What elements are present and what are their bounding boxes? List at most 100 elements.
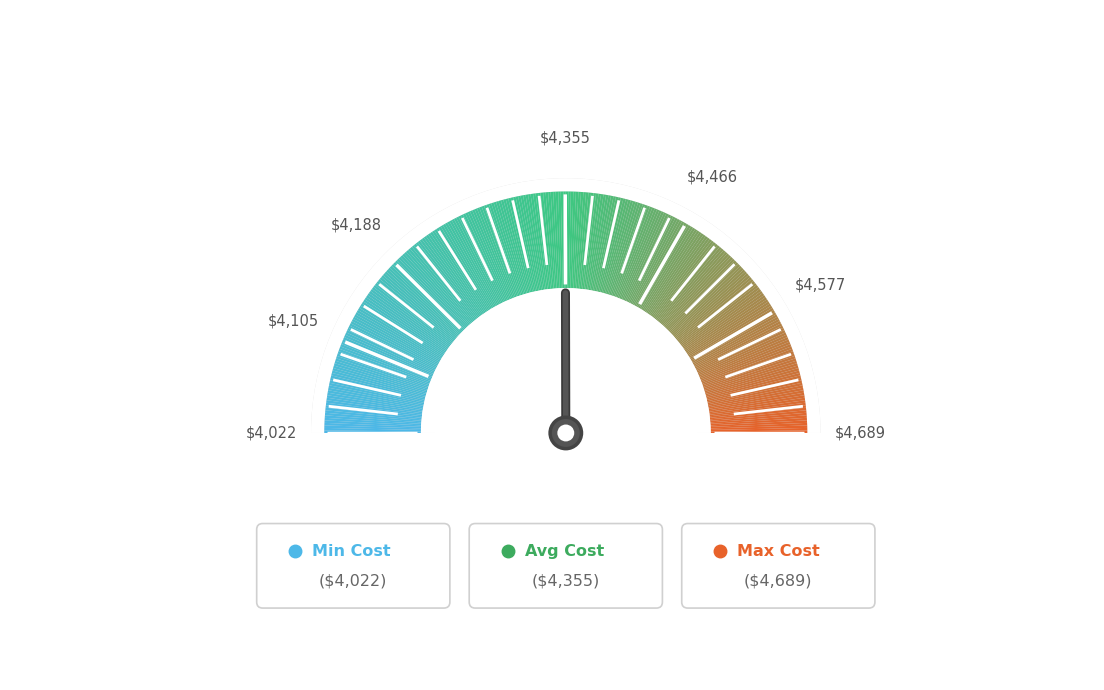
Wedge shape <box>559 192 563 288</box>
Wedge shape <box>658 247 722 322</box>
Wedge shape <box>575 192 584 288</box>
Wedge shape <box>698 333 786 374</box>
Wedge shape <box>667 260 736 331</box>
Wedge shape <box>326 411 422 421</box>
Wedge shape <box>460 215 505 302</box>
Wedge shape <box>709 395 805 412</box>
Wedge shape <box>528 194 544 290</box>
Wedge shape <box>646 232 701 313</box>
Wedge shape <box>590 195 608 290</box>
Wedge shape <box>640 226 693 310</box>
Wedge shape <box>710 405 806 418</box>
Wedge shape <box>601 199 626 293</box>
FancyBboxPatch shape <box>681 524 874 608</box>
Wedge shape <box>447 221 496 307</box>
Wedge shape <box>531 194 546 290</box>
Wedge shape <box>690 308 774 359</box>
Wedge shape <box>404 252 470 325</box>
Wedge shape <box>710 415 807 424</box>
Text: ($4,355): ($4,355) <box>532 574 599 589</box>
Text: $4,188: $4,188 <box>331 218 382 233</box>
Wedge shape <box>711 426 807 430</box>
Wedge shape <box>518 196 539 291</box>
Text: ($4,689): ($4,689) <box>744 574 813 589</box>
Wedge shape <box>587 194 604 290</box>
Wedge shape <box>456 217 501 304</box>
Wedge shape <box>615 206 650 297</box>
Wedge shape <box>449 220 497 306</box>
Wedge shape <box>683 291 763 349</box>
Wedge shape <box>691 312 776 362</box>
Wedge shape <box>414 244 476 320</box>
Wedge shape <box>581 193 594 289</box>
Wedge shape <box>337 353 429 387</box>
Wedge shape <box>501 199 529 293</box>
Wedge shape <box>585 194 601 290</box>
Wedge shape <box>395 260 465 331</box>
Wedge shape <box>630 217 676 304</box>
Wedge shape <box>375 283 453 344</box>
Wedge shape <box>342 339 433 378</box>
Wedge shape <box>571 192 576 288</box>
Wedge shape <box>580 193 591 289</box>
Wedge shape <box>362 302 444 355</box>
Wedge shape <box>704 363 798 393</box>
Wedge shape <box>672 270 745 336</box>
Wedge shape <box>325 420 421 427</box>
Wedge shape <box>614 205 648 297</box>
Wedge shape <box>701 344 792 381</box>
Wedge shape <box>477 208 513 298</box>
Wedge shape <box>705 366 798 394</box>
Wedge shape <box>662 253 730 326</box>
Wedge shape <box>351 321 437 367</box>
Wedge shape <box>399 257 467 328</box>
Wedge shape <box>707 373 800 398</box>
Wedge shape <box>325 418 422 426</box>
Wedge shape <box>694 324 782 368</box>
Wedge shape <box>349 326 436 370</box>
Wedge shape <box>705 368 799 395</box>
Wedge shape <box>645 230 700 313</box>
Wedge shape <box>341 342 432 380</box>
Wedge shape <box>412 245 475 322</box>
Wedge shape <box>680 285 758 346</box>
Wedge shape <box>468 211 508 301</box>
Wedge shape <box>332 371 426 397</box>
Text: $4,105: $4,105 <box>268 313 319 328</box>
Wedge shape <box>703 356 796 388</box>
Wedge shape <box>327 393 423 411</box>
Wedge shape <box>390 266 461 334</box>
Wedge shape <box>697 330 785 373</box>
Wedge shape <box>333 366 426 394</box>
Wedge shape <box>696 326 783 370</box>
Wedge shape <box>535 193 549 289</box>
Wedge shape <box>378 279 454 342</box>
Wedge shape <box>393 262 464 332</box>
Wedge shape <box>699 339 789 378</box>
Wedge shape <box>516 196 538 291</box>
Text: Avg Cost: Avg Cost <box>524 544 604 559</box>
Wedge shape <box>326 403 422 416</box>
Wedge shape <box>475 208 512 299</box>
Wedge shape <box>496 201 526 294</box>
Wedge shape <box>648 235 705 315</box>
Wedge shape <box>708 385 803 406</box>
Wedge shape <box>538 193 551 289</box>
Wedge shape <box>426 235 484 315</box>
Wedge shape <box>710 411 806 421</box>
Wedge shape <box>363 299 445 354</box>
Wedge shape <box>545 192 555 288</box>
Wedge shape <box>688 304 771 357</box>
Wedge shape <box>346 333 434 374</box>
Wedge shape <box>635 220 682 306</box>
Wedge shape <box>643 228 696 310</box>
Wedge shape <box>686 297 767 353</box>
Wedge shape <box>703 358 796 390</box>
Wedge shape <box>434 229 488 311</box>
Wedge shape <box>367 295 447 351</box>
Wedge shape <box>622 210 661 300</box>
Wedge shape <box>388 268 460 335</box>
Wedge shape <box>699 337 788 377</box>
Wedge shape <box>639 225 691 309</box>
Wedge shape <box>422 237 480 317</box>
